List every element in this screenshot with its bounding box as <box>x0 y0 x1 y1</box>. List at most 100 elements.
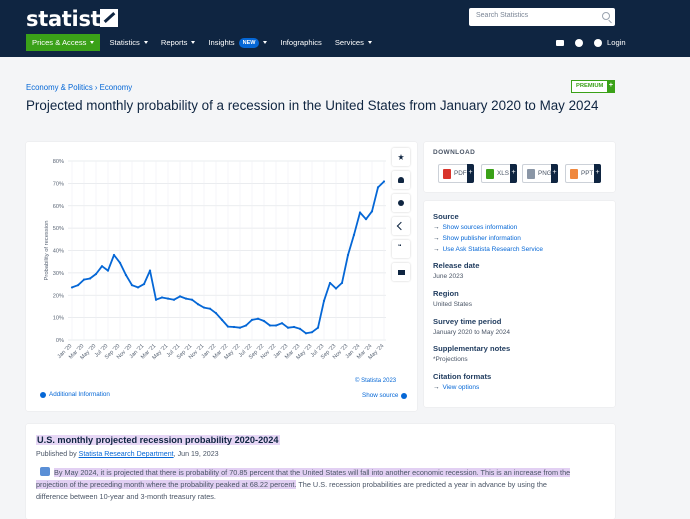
data-point <box>100 265 104 268</box>
published-date: , Jun 19, 2023 <box>173 450 219 458</box>
download-ppt-button[interactable]: PPT + <box>565 164 601 183</box>
nav-services[interactable]: Services <box>335 34 372 51</box>
data-point <box>232 325 236 329</box>
description-rest: The U.S. recession probabilities are pre… <box>36 480 547 501</box>
nav-statistics[interactable]: Statistics <box>109 34 148 51</box>
data-point <box>148 269 152 272</box>
download-label: XLS <box>497 170 509 177</box>
premium-badge[interactable]: PREMIUM <box>571 80 616 93</box>
download-label: PDF <box>454 170 467 177</box>
download-png-button[interactable]: PNG + <box>522 164 558 183</box>
data-point <box>214 312 218 315</box>
data-point <box>346 253 350 257</box>
description-text: By May 2024, it is projected that there … <box>36 467 576 503</box>
y-tick-label: 10% <box>53 316 64 322</box>
show-source-link[interactable]: Show source <box>362 392 410 399</box>
data-point <box>310 331 314 334</box>
chart-card: 0% 10% 20% 30% 40% 50% 60% 70% 80% Jan '20 Mar '20… <box>26 142 417 411</box>
data-point <box>304 332 308 335</box>
data-point <box>256 317 260 320</box>
star-icon <box>398 154 404 160</box>
login-link[interactable]: Login <box>607 38 626 47</box>
nav-prices-access[interactable]: Prices & Access <box>26 34 101 51</box>
chevron-down-icon <box>191 41 196 44</box>
search-input[interactable]: Search Statistics <box>469 8 615 26</box>
mail-icon[interactable] <box>556 39 564 46</box>
description-title: U.S. monthly projected recession probabi… <box>36 435 280 445</box>
site-header: statista Search Statistics Prices & Acce… <box>0 0 690 57</box>
publisher-link[interactable]: Statista Research Department <box>78 450 174 458</box>
source-card: Source → Show sources information → Show p… <box>424 201 615 407</box>
copyright-text: © Statista 2023 <box>355 378 397 384</box>
y-tick-label: 80% <box>53 159 64 165</box>
data-point <box>292 325 296 329</box>
data-point <box>202 306 206 309</box>
notification-button[interactable] <box>392 171 410 189</box>
favorite-button[interactable] <box>392 148 410 166</box>
settings-button[interactable] <box>392 194 410 212</box>
region-heading: Region <box>433 289 459 298</box>
additional-info-link[interactable]: Additional Information <box>37 391 110 398</box>
data-point <box>382 180 386 183</box>
chevron-down-icon <box>367 41 372 44</box>
print-button[interactable] <box>392 263 410 281</box>
published-by: Published by Statista Research Departmen… <box>36 450 219 458</box>
survey-period-value: January 2020 to May 2024 <box>433 329 510 336</box>
statista-logo-icon[interactable] <box>100 9 118 27</box>
pdf-file-icon <box>443 169 451 179</box>
globe-icon[interactable] <box>575 38 583 47</box>
y-tick-label: 40% <box>53 249 64 255</box>
nav-infographics[interactable]: Infographics <box>280 34 321 51</box>
data-point <box>268 324 272 327</box>
account-nav: Login <box>556 38 626 47</box>
arrow-right-icon: → <box>433 224 440 231</box>
arrow-right-icon: → <box>433 246 440 253</box>
share-button[interactable] <box>392 217 410 235</box>
data-point <box>298 327 302 330</box>
nav-reports[interactable]: Reports <box>161 34 196 51</box>
png-file-icon <box>527 169 535 179</box>
view-options-link[interactable]: → View options <box>433 384 479 391</box>
chevron-down-icon <box>263 41 268 44</box>
data-point <box>316 326 320 329</box>
nav-insights[interactable]: Insights NEW <box>208 34 268 51</box>
data-point <box>88 277 92 280</box>
download-pdf-button[interactable]: PDF + <box>438 164 474 183</box>
download-xls-button[interactable]: XLS + <box>481 164 517 183</box>
plus-icon: + <box>510 164 517 183</box>
chevron-down-icon <box>143 41 148 44</box>
citation-formats-heading: Citation formats <box>433 372 492 381</box>
user-icon[interactable] <box>594 38 602 47</box>
data-point <box>106 269 110 272</box>
data-point <box>238 326 242 329</box>
download-title: DOWNLOAD <box>433 149 476 156</box>
description-card: U.S. monthly projected recession probabi… <box>26 424 615 519</box>
download-card: DOWNLOAD PDF + XLS + PNG + PPT + <box>424 142 615 192</box>
chart-copyright[interactable]: © Statista 2023 <box>355 378 396 384</box>
data-point <box>130 284 134 287</box>
page-title: Projected monthly probability of a reces… <box>26 98 599 113</box>
data-point <box>196 303 200 306</box>
link-label: Use Ask Statista Research Service <box>442 246 543 253</box>
y-tick-label: 20% <box>53 293 64 299</box>
data-point <box>334 287 338 290</box>
data-point <box>220 318 224 321</box>
cite-button[interactable]: “ <box>392 240 410 258</box>
quote-icon: “ <box>398 244 402 251</box>
y-axis-label: Probability of recession <box>44 221 50 281</box>
show-source-label: Show source <box>362 392 399 399</box>
data-point <box>190 298 194 301</box>
nav-label: Reports <box>160 38 188 47</box>
show-publisher-link[interactable]: → Show publisher information <box>433 235 521 242</box>
data-point <box>280 322 284 325</box>
download-label: PNG <box>538 170 552 177</box>
show-sources-link[interactable]: → Show sources information <box>433 224 517 231</box>
plus-icon: + <box>467 164 474 183</box>
published-prefix: Published by <box>36 450 77 458</box>
breadcrumb[interactable]: Economy & Politics › Economy <box>26 83 133 92</box>
data-point <box>262 319 266 323</box>
research-service-link[interactable]: → Use Ask Statista Research Service <box>433 246 543 253</box>
search-icon[interactable] <box>602 12 610 20</box>
y-tick-label: 0% <box>56 338 64 344</box>
